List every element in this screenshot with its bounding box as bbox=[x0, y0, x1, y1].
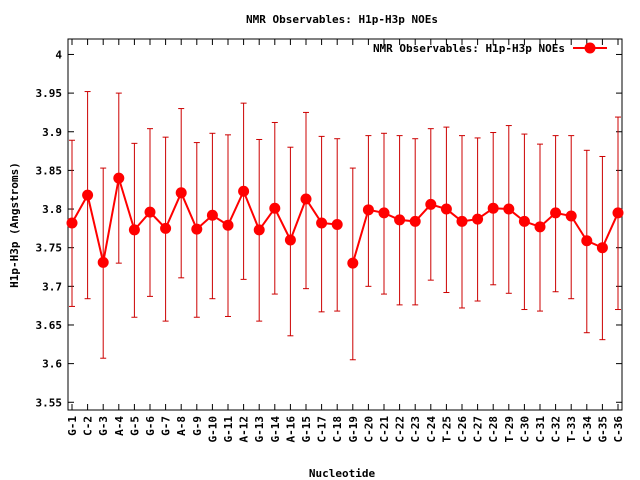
chart-title: NMR Observables: H1p-H3p NOEs bbox=[246, 13, 438, 26]
x-tick-label: C-21 bbox=[378, 416, 391, 443]
data-point bbox=[566, 210, 577, 221]
x-tick-label: C-30 bbox=[518, 416, 531, 443]
x-tick-label: T-29 bbox=[503, 416, 516, 443]
data-point bbox=[535, 221, 546, 232]
data-point bbox=[613, 207, 624, 218]
data-point bbox=[441, 204, 452, 215]
x-tick-label: G-19 bbox=[347, 416, 360, 443]
data-point bbox=[394, 214, 405, 225]
x-tick-label: G-14 bbox=[269, 416, 282, 443]
data-point bbox=[425, 199, 436, 210]
legend-label: NMR Observables: H1p-H3p NOEs bbox=[373, 42, 565, 55]
y-tick-label: 3.9 bbox=[42, 126, 62, 139]
x-tick-label: G-9 bbox=[191, 416, 204, 436]
x-tick-label: C-18 bbox=[331, 416, 344, 443]
x-tick-label: C-34 bbox=[581, 416, 594, 443]
data-point bbox=[503, 204, 514, 215]
data-point bbox=[488, 203, 499, 214]
x-tick-label: G-35 bbox=[596, 416, 609, 443]
data-point bbox=[332, 219, 343, 230]
data-point bbox=[67, 217, 78, 228]
x-tick-label: A-4 bbox=[113, 416, 126, 436]
x-tick-label: G-3 bbox=[97, 416, 110, 436]
y-tick-label: 3.85 bbox=[36, 164, 63, 177]
data-point bbox=[316, 217, 327, 228]
y-tick-label: 3.8 bbox=[42, 203, 62, 216]
data-point bbox=[363, 204, 374, 215]
x-tick-label: G-7 bbox=[160, 416, 173, 436]
x-tick-label: C-31 bbox=[534, 416, 547, 443]
y-tick-label: 3.65 bbox=[36, 319, 63, 332]
x-tick-label: C-23 bbox=[409, 416, 422, 443]
x-tick-label: C-20 bbox=[362, 416, 375, 443]
x-tick-label: T-25 bbox=[440, 416, 453, 443]
y-tick-label: 3.7 bbox=[42, 280, 62, 293]
x-tick-label: G-15 bbox=[300, 416, 313, 443]
data-point bbox=[254, 224, 265, 235]
data-point bbox=[519, 216, 530, 227]
x-tick-label: C-27 bbox=[472, 416, 485, 443]
data-point bbox=[176, 187, 187, 198]
data-point bbox=[160, 223, 171, 234]
y-tick-labels: 3.55 3.6 3.65 3.7 3.75 3.8 3.85 3.9 3.95 4 bbox=[36, 48, 63, 409]
data-point bbox=[207, 210, 218, 221]
x-tick-label: C-17 bbox=[316, 416, 329, 443]
data-point bbox=[457, 216, 468, 227]
x-tick-label: G-6 bbox=[144, 416, 157, 436]
data-point bbox=[145, 207, 156, 218]
x-axis-label: Nucleotide bbox=[309, 467, 376, 480]
data-point bbox=[597, 242, 608, 253]
x-tick-label: A-16 bbox=[284, 416, 297, 443]
data-point bbox=[238, 186, 249, 197]
data-point bbox=[379, 207, 390, 218]
x-tick-label: A-12 bbox=[238, 416, 251, 443]
x-tick-label: C-26 bbox=[456, 416, 469, 443]
x-tick-label: C-22 bbox=[394, 416, 407, 443]
data-point bbox=[285, 234, 296, 245]
y-tick-label: 4 bbox=[55, 48, 62, 61]
data-point bbox=[581, 235, 592, 246]
x-tick-labels: G-1 C-2 G-3 A-4 G-5 G-6 G-7 A-8 G-9 G-10 G-11 A-12 G… bbox=[66, 416, 625, 443]
x-tick-label: G-1 bbox=[66, 416, 79, 436]
data-point bbox=[301, 193, 312, 204]
y-tick-label: 3.6 bbox=[42, 358, 62, 371]
x-tick-label: G-10 bbox=[206, 416, 219, 443]
x-tick-label: T-33 bbox=[565, 416, 578, 443]
x-tick-label: G-13 bbox=[253, 416, 266, 443]
data-point bbox=[550, 207, 561, 218]
y-axis-label: H1p-H3p (Angstroms) bbox=[8, 162, 21, 288]
x-tick-label: C-28 bbox=[487, 416, 500, 443]
series-layer bbox=[67, 92, 624, 360]
legend-marker bbox=[585, 43, 596, 54]
data-point bbox=[98, 257, 109, 268]
data-point bbox=[472, 214, 483, 225]
x-tick-label: G-5 bbox=[128, 416, 141, 436]
data-point bbox=[269, 203, 280, 214]
y-tick-label: 3.55 bbox=[36, 396, 63, 409]
y-tick-label: 3.75 bbox=[36, 242, 63, 255]
data-point bbox=[82, 190, 93, 201]
data-point bbox=[113, 173, 124, 184]
x-tick-label: C-24 bbox=[425, 416, 438, 443]
x-tick-label: C-36 bbox=[612, 416, 625, 443]
x-tick-label: C-32 bbox=[550, 416, 563, 443]
data-point bbox=[223, 220, 234, 231]
y-tick-label: 3.95 bbox=[36, 87, 63, 100]
data-point bbox=[347, 258, 358, 269]
x-tick-label: C-2 bbox=[82, 416, 95, 436]
x-tick-label: G-11 bbox=[222, 416, 235, 443]
x-tick-label: A-8 bbox=[175, 416, 188, 436]
data-point bbox=[129, 224, 140, 235]
series-line bbox=[353, 204, 618, 263]
data-point bbox=[410, 216, 421, 227]
data-point bbox=[191, 224, 202, 235]
legend: NMR Observables: H1p-H3p NOEs bbox=[373, 42, 607, 55]
series-line bbox=[72, 178, 337, 262]
